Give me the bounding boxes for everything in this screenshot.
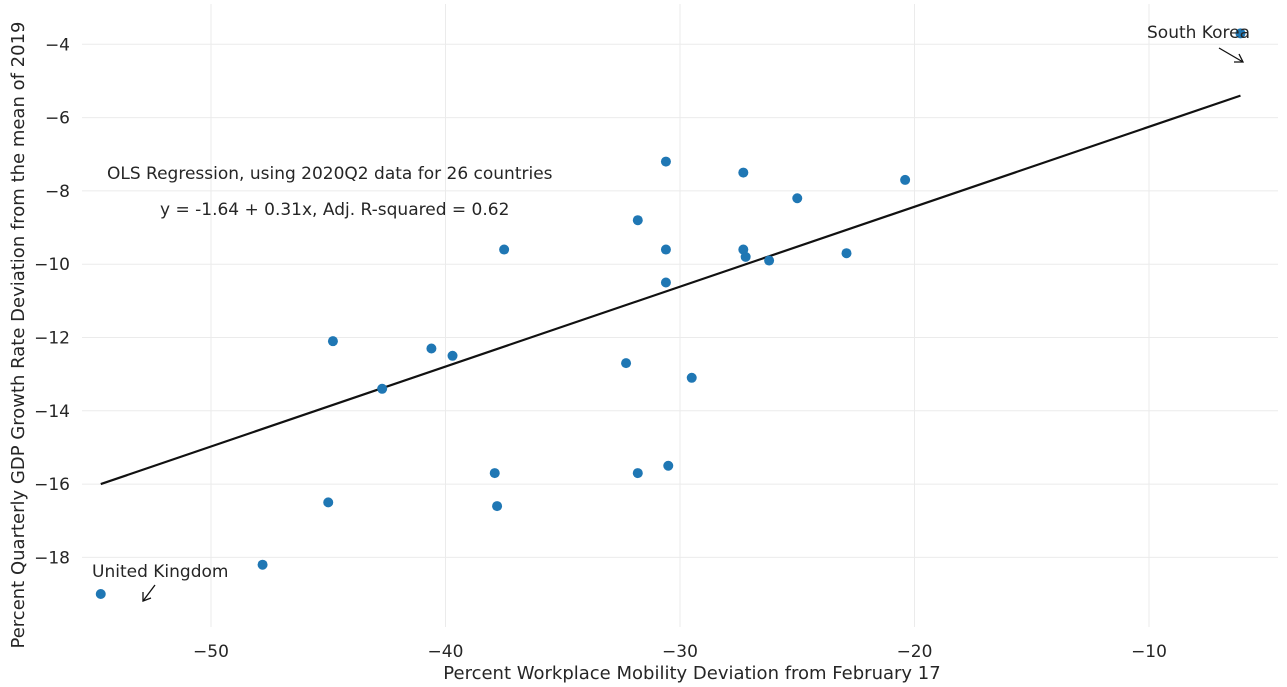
data-point: [632, 215, 643, 226]
x-axis-ticks: −50 −40 −30 −20 −10: [193, 642, 1167, 662]
y-tick-label: −6: [45, 109, 70, 129]
x-tick-label: −50: [193, 642, 229, 662]
x-axis-label: Percent Workplace Mobility Deviation fro…: [443, 663, 940, 684]
x-tick-label: −40: [428, 642, 464, 662]
data-point: [900, 174, 911, 185]
y-tick-label: −14: [34, 402, 70, 422]
data-point: [632, 468, 643, 479]
x-tick-label: −10: [1131, 642, 1167, 662]
regression-annotation-equation: y = -1.64 + 0.31x, Adj. R-squared = 0.62: [160, 200, 509, 220]
data-point: [323, 497, 334, 508]
regression-annotation-title: OLS Regression, using 2020Q2 data for 26…: [107, 164, 553, 184]
y-tick-label: −10: [34, 255, 70, 275]
united-kingdom-label: United Kingdom: [92, 562, 228, 582]
data-point: [764, 255, 775, 266]
x-tick-label: −20: [897, 642, 933, 662]
data-point: [492, 501, 503, 512]
regression-line: [100, 94, 1241, 486]
y-axis-label: Percent Quarterly GDP Growth Rate Deviat…: [8, 22, 29, 649]
data-point: [426, 343, 437, 354]
data-point: [499, 244, 510, 255]
x-tick-label: −30: [662, 642, 698, 662]
data-point: [377, 383, 388, 394]
y-tick-label: −16: [34, 475, 70, 495]
y-tick-label: −8: [45, 182, 70, 202]
data-point: [686, 372, 697, 383]
data-point: [660, 277, 671, 288]
data-point: [738, 167, 749, 178]
data-point: [489, 468, 500, 479]
united-kingdom-arrow-shaft: [142, 584, 156, 602]
data-point: [1235, 28, 1246, 39]
data-point: [327, 336, 338, 347]
data-point: [841, 248, 852, 259]
data-point: [621, 358, 632, 369]
y-tick-label: −4: [45, 35, 70, 55]
y-tick-label: −18: [34, 548, 70, 568]
south-korea-label: South Korea: [1147, 23, 1250, 43]
y-axis-ticks: −4 −6 −8 −10 −12 −14 −16 −18: [34, 35, 70, 568]
south-korea-arrow-shaft: [1218, 47, 1244, 63]
data-point: [663, 460, 674, 471]
y-tick-label: −12: [34, 328, 70, 348]
united-kingdom-arrow-head: [142, 592, 152, 602]
data-point: [660, 156, 671, 167]
data-point: [95, 589, 106, 600]
data-point: [660, 244, 671, 255]
data-point: [740, 251, 751, 262]
grid: [82, 4, 1278, 627]
south-korea-arrow-head: [1234, 53, 1245, 63]
data-point: [792, 193, 803, 204]
data-point: [447, 350, 458, 361]
data-points: [95, 28, 1246, 600]
data-point: [257, 559, 268, 570]
